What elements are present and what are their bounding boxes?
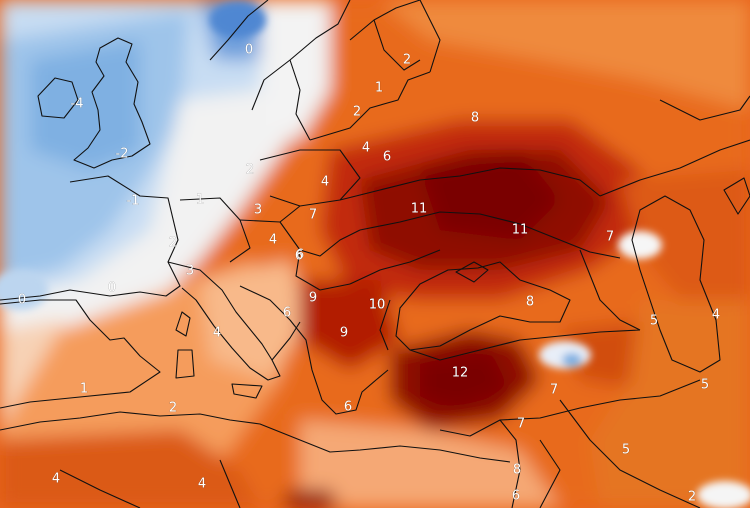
- anomaly-value-label: 0: [108, 281, 116, 296]
- anomaly-value-label: 3: [186, 264, 194, 279]
- anomaly-value-label: 8: [526, 295, 534, 310]
- anomaly-value-label: 9: [340, 326, 348, 341]
- anomaly-value-label: 6: [295, 249, 303, 264]
- anomaly-value-label: 5: [701, 378, 709, 393]
- anomaly-value-label: 6: [283, 306, 291, 321]
- anomaly-value-label: 12: [452, 366, 469, 381]
- anomaly-value-label: 2: [403, 53, 411, 68]
- anomaly-value-label: 7: [606, 230, 614, 245]
- anomaly-value-label: 1: [80, 382, 88, 397]
- anomaly-value-label: 6: [344, 400, 352, 415]
- anomaly-value-label: 4: [213, 326, 221, 341]
- anomaly-value-label: 8: [471, 111, 479, 126]
- anomaly-value-label: 1: [196, 193, 204, 208]
- anomaly-value-label: -1: [127, 194, 140, 209]
- anomaly-value-label: 2: [246, 163, 254, 178]
- anomaly-value-label: 4: [52, 472, 60, 487]
- anomaly-value-label: 11: [512, 223, 529, 238]
- anomaly-value-label: 2: [688, 490, 696, 505]
- anomaly-value-label: 10: [369, 298, 386, 313]
- anomaly-value-label: 9: [309, 291, 317, 306]
- anomaly-value-label: 4: [269, 233, 277, 248]
- anomaly-value-label: 7: [550, 383, 558, 398]
- anomaly-value-label: 6: [512, 489, 520, 504]
- anomaly-value-label: -4: [71, 97, 84, 112]
- anomaly-value-label: 4: [198, 477, 206, 492]
- anomaly-value-label: 6: [383, 150, 391, 165]
- anomaly-value-label: 2: [169, 236, 177, 251]
- anomaly-value-label: 11: [411, 202, 428, 217]
- anomaly-value-label: 2: [169, 401, 177, 416]
- anomaly-value-label: 5: [650, 314, 658, 329]
- anomaly-value-label: 10: [369, 298, 386, 313]
- anomaly-value-label: 8: [513, 463, 521, 478]
- anomaly-value-label: 7: [517, 417, 525, 432]
- anomaly-value-label: 4: [321, 175, 329, 190]
- anomaly-value-label: 6: [296, 248, 304, 263]
- anomaly-value-label: 2: [353, 105, 361, 120]
- anomaly-value-label: 5: [622, 443, 630, 458]
- anomaly-value-label: 4: [362, 141, 370, 156]
- anomaly-value-label: 3: [254, 203, 262, 218]
- anomaly-value-label: -2: [116, 147, 129, 162]
- anomaly-value-label: 4: [712, 308, 720, 323]
- anomaly-value-label: 0: [245, 43, 253, 58]
- anomaly-value-label: 7: [309, 208, 317, 223]
- anomaly-value-label: 0: [18, 293, 26, 308]
- anomaly-value-label: 1: [375, 81, 383, 96]
